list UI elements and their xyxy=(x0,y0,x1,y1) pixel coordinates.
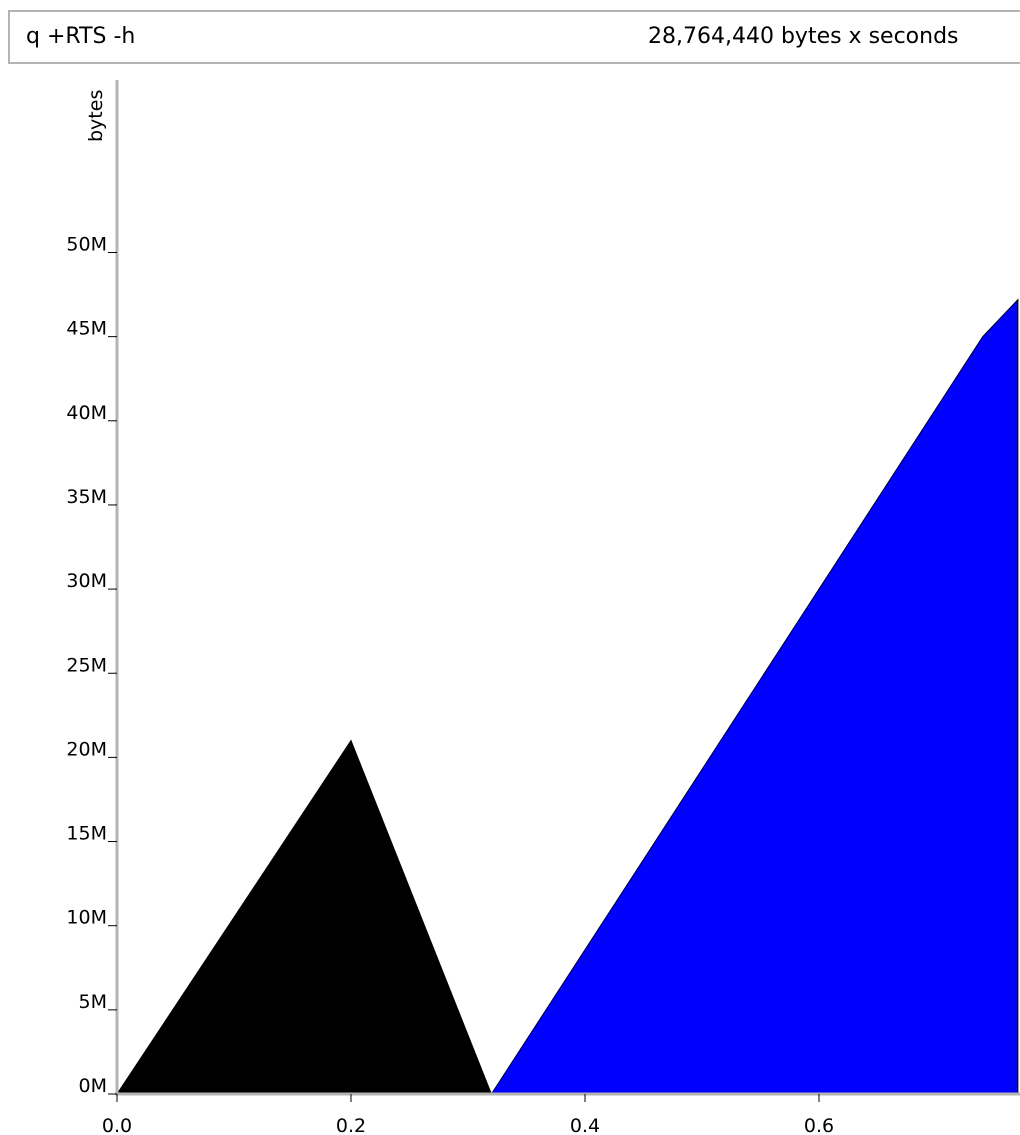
total-bytes-seconds: 28,764,440 bytes x seconds xyxy=(648,24,959,49)
x-tick-label: 0.6 xyxy=(804,1115,834,1135)
y-tick-label: 15M xyxy=(66,823,107,845)
y-tick-label: 30M xyxy=(66,570,107,592)
y-axis-ticks: 0M 5M 10M 15M 20M 25M 30M 35M 40M 45M 50M xyxy=(66,234,117,1097)
program-title: q +RTS -h xyxy=(26,24,136,49)
y-tick-label: 5M xyxy=(79,991,107,1013)
y-tick-label: 10M xyxy=(66,907,107,929)
x-tick-label: 0.0 xyxy=(102,1115,132,1135)
chart-axes xyxy=(115,80,1020,1096)
y-tick-label: 25M xyxy=(66,654,107,676)
profile-header: q +RTS -h 28,764,440 bytes x seconds xyxy=(8,10,1020,64)
x-axis-ticks: 0.0 0.2 0.4 0.6 xyxy=(102,1094,834,1135)
y-tick-label: 0M xyxy=(79,1075,107,1097)
y-tick-label: 20M xyxy=(66,738,107,760)
x-tick-label: 0.2 xyxy=(336,1115,366,1135)
y-tick-label: 45M xyxy=(66,318,107,340)
chart-areas xyxy=(116,298,1019,1095)
series-area-0 xyxy=(116,739,493,1095)
x-tick-label: 0.4 xyxy=(570,1115,600,1135)
y-tick-label: 50M xyxy=(66,234,107,256)
series-area-1 xyxy=(490,298,1019,1095)
y-tick-label: 40M xyxy=(66,402,107,424)
y-tick-label: 35M xyxy=(66,486,107,508)
y-axis-label: bytes xyxy=(85,90,107,142)
